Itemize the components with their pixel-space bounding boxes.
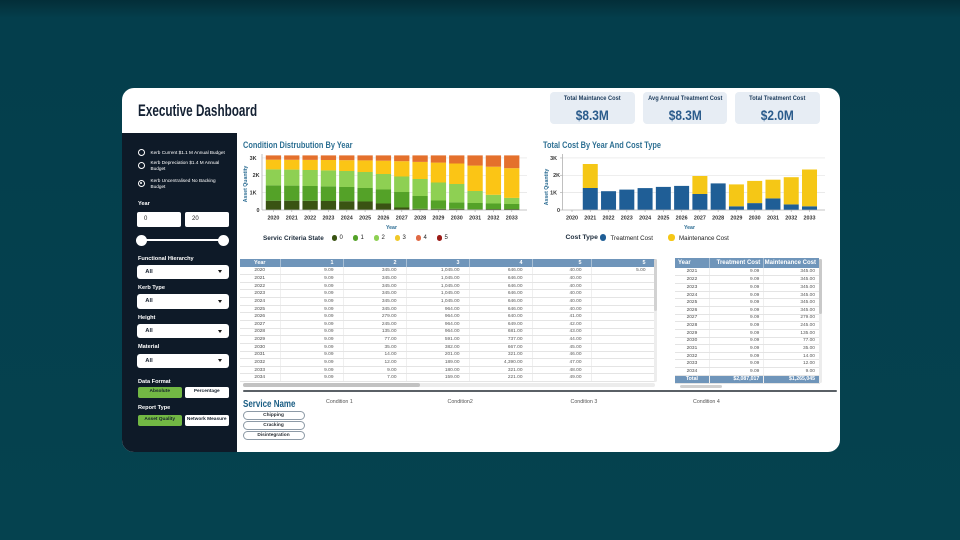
- svg-text:2025: 2025: [359, 215, 371, 221]
- svg-text:2028: 2028: [414, 215, 426, 221]
- svg-text:2030: 2030: [749, 215, 761, 221]
- svg-text:2027: 2027: [694, 215, 706, 221]
- svg-text:2033: 2033: [506, 215, 518, 221]
- svg-text:2023: 2023: [621, 215, 633, 221]
- svg-text:2029: 2029: [730, 215, 742, 221]
- svg-text:2021: 2021: [286, 215, 298, 221]
- svg-text:2K: 2K: [553, 173, 560, 179]
- svg-text:2020: 2020: [267, 215, 279, 221]
- svg-text:2021: 2021: [584, 215, 596, 221]
- svg-text:3K: 3K: [250, 156, 257, 162]
- svg-text:2030: 2030: [451, 215, 463, 221]
- svg-text:2026: 2026: [377, 215, 389, 221]
- svg-text:1K: 1K: [550, 191, 557, 197]
- svg-text:2022: 2022: [603, 215, 615, 221]
- svg-text:2031: 2031: [767, 215, 779, 221]
- svg-text:2029: 2029: [432, 215, 444, 221]
- svg-text:2032: 2032: [785, 215, 797, 221]
- svg-text:0: 0: [557, 208, 560, 214]
- svg-text:2023: 2023: [322, 215, 334, 221]
- svg-text:2020: 2020: [566, 215, 578, 221]
- svg-text:2025: 2025: [657, 215, 669, 221]
- svg-text:2K: 2K: [253, 173, 260, 179]
- svg-text:2027: 2027: [396, 215, 408, 221]
- svg-text:2022: 2022: [304, 215, 316, 221]
- svg-text:3K: 3K: [550, 156, 557, 162]
- svg-text:2026: 2026: [676, 215, 688, 221]
- svg-text:2031: 2031: [469, 215, 481, 221]
- svg-text:2024: 2024: [639, 215, 651, 221]
- svg-text:2033: 2033: [804, 215, 816, 221]
- svg-text:0: 0: [257, 208, 260, 214]
- svg-text:2032: 2032: [487, 215, 499, 221]
- svg-text:2024: 2024: [341, 215, 353, 221]
- svg-text:1K: 1K: [250, 191, 257, 197]
- svg-text:2028: 2028: [712, 215, 724, 221]
